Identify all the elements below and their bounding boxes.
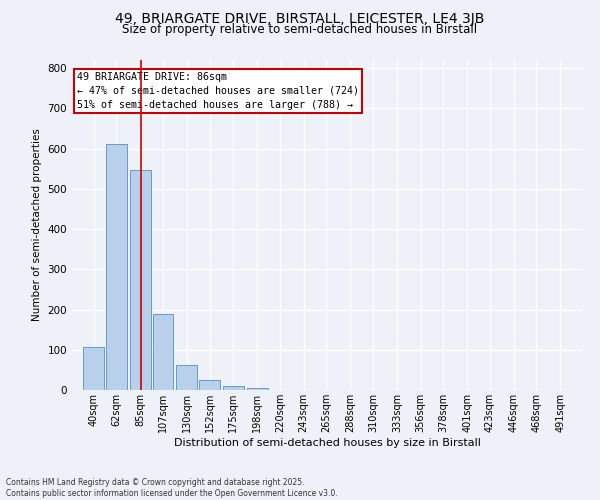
Bar [247, 388, 268, 390]
Bar [106, 144, 127, 390]
Text: Contains HM Land Registry data © Crown copyright and database right 2025.
Contai: Contains HM Land Registry data © Crown c… [6, 478, 338, 498]
Bar [199, 380, 220, 390]
Bar [176, 365, 197, 390]
Bar [223, 386, 244, 390]
Bar [83, 346, 104, 390]
Bar [130, 170, 151, 390]
Bar [152, 314, 173, 390]
Text: Size of property relative to semi-detached houses in Birstall: Size of property relative to semi-detach… [122, 22, 478, 36]
Text: 49 BRIARGATE DRIVE: 86sqm
← 47% of semi-detached houses are smaller (724)
51% of: 49 BRIARGATE DRIVE: 86sqm ← 47% of semi-… [77, 72, 359, 110]
X-axis label: Distribution of semi-detached houses by size in Birstall: Distribution of semi-detached houses by … [173, 438, 481, 448]
Text: 49, BRIARGATE DRIVE, BIRSTALL, LEICESTER, LE4 3JB: 49, BRIARGATE DRIVE, BIRSTALL, LEICESTER… [115, 12, 485, 26]
Y-axis label: Number of semi-detached properties: Number of semi-detached properties [32, 128, 42, 322]
